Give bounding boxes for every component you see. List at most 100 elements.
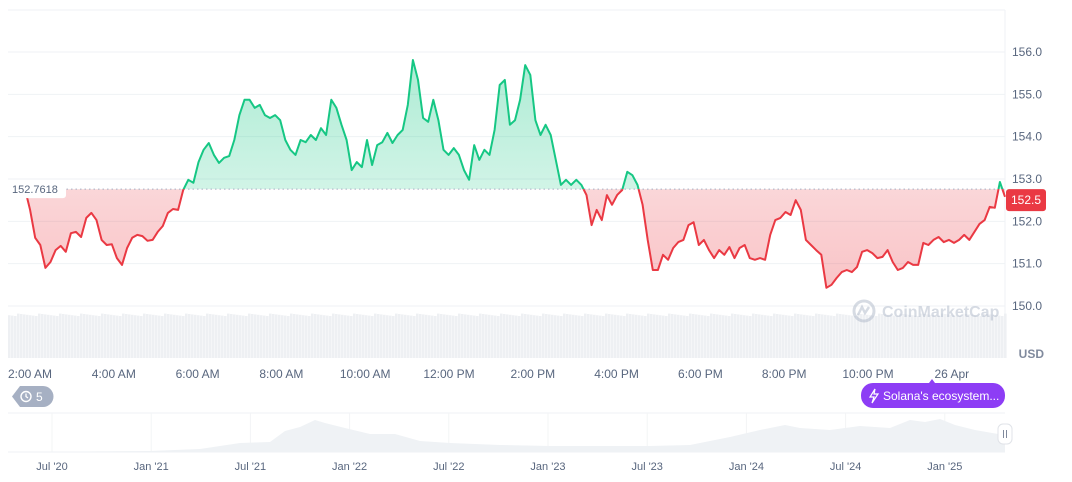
volume-bar: [608, 314, 611, 358]
volume-bar: [452, 315, 455, 358]
volume-bar: [17, 313, 20, 358]
x-axis: 2:00 AM 4:00 AM 6:00 AM 8:00 AM 10:00 AM 12:0…: [8, 367, 969, 381]
volume-bar: [356, 314, 359, 358]
volume-bar: [167, 314, 170, 358]
volume-bar: [959, 316, 962, 358]
volume-bar: [401, 314, 404, 358]
volume-bar: [596, 315, 599, 358]
volume-bar: [917, 316, 920, 358]
volume-bar: [503, 314, 506, 358]
volume-bar: [257, 314, 260, 358]
volume-bar: [788, 315, 791, 358]
volume-bar: [851, 315, 854, 358]
volume-bar: [809, 315, 812, 358]
volume-bar: [359, 314, 362, 358]
volume-bar: [902, 314, 905, 358]
volume-bar: [389, 315, 392, 358]
volume-bar: [62, 314, 65, 358]
volume-bar: [539, 316, 542, 358]
volume-bar: [395, 313, 398, 358]
volume-bar: [197, 315, 200, 358]
volume-bar: [236, 314, 239, 358]
volume-bar: [494, 315, 497, 358]
volume-bar: [983, 313, 986, 358]
baseline-value: 152.7618: [12, 184, 58, 196]
volume-bar: [428, 315, 431, 358]
volume-bar: [692, 314, 695, 358]
volume-bar: [779, 314, 782, 358]
volume-bar: [995, 315, 998, 358]
volume-bar: [308, 316, 311, 358]
volume-bar: [467, 314, 470, 358]
volume-bar: [176, 315, 179, 358]
news-badge[interactable]: Solana's ecosystem...: [861, 379, 1005, 408]
volume-bar: [461, 314, 464, 358]
current-price-value: 152.5: [1011, 193, 1041, 207]
volume-bar: [422, 314, 425, 358]
volume-bar: [59, 313, 62, 358]
volume-bar: [689, 313, 692, 358]
volume-bar: [1004, 313, 1007, 358]
volume-bar: [590, 314, 593, 358]
volume-bar: [278, 314, 281, 358]
volume-bar: [269, 313, 272, 358]
navigator[interactable]: Jul '20 Jan '21 Jul '21 Jan '22 Jul '22 Jan '…: [8, 412, 1013, 473]
volume-bar: [23, 314, 26, 358]
volume-bar: [65, 314, 68, 358]
volume-bar: [68, 314, 71, 358]
volume-bar: [854, 316, 857, 358]
volume-bar: [287, 316, 290, 358]
volume-bar: [251, 314, 254, 358]
volume-bar: [161, 316, 164, 358]
volume-bar: [584, 313, 587, 358]
volume-bar: [170, 314, 173, 358]
volume-bar: [899, 313, 902, 358]
volume-bar: [956, 315, 959, 358]
volume-bar: [206, 313, 209, 358]
volume-bar: [323, 315, 326, 358]
volume-bar: [524, 314, 527, 358]
volume-bar: [770, 316, 773, 358]
volume-bar: [845, 314, 848, 358]
x-tick-label: 10:00 AM: [340, 367, 391, 381]
volume-bar: [893, 315, 896, 358]
volume-bar: [8, 315, 11, 358]
y-tick-label: 155.0: [1012, 87, 1042, 101]
volume-bar: [890, 315, 893, 358]
x-tick-label: 8:00 PM: [762, 367, 807, 381]
volume-bar: [473, 315, 476, 358]
volume-bar: [371, 316, 374, 358]
volume-bar: [932, 315, 935, 358]
volume-bar: [425, 314, 428, 358]
volume-bar: [947, 314, 950, 358]
area-below-baseline: [25, 189, 1005, 288]
volume-bar: [869, 315, 872, 358]
volume-bar: [185, 313, 188, 358]
volume-bar: [392, 316, 395, 358]
volume-bar: [56, 316, 59, 358]
events-badge[interactable]: 5: [12, 386, 54, 407]
watermark: CoinMarketCap: [852, 299, 1000, 323]
volume-bar: [749, 316, 752, 358]
volume-bar: [632, 314, 635, 358]
volume-bar: [614, 314, 617, 358]
volume-bar: [413, 316, 416, 358]
volume-bar: [29, 315, 32, 358]
volume-bar: [599, 315, 602, 358]
navigator-handle[interactable]: [997, 423, 1013, 445]
volume-bar: [908, 314, 911, 358]
volume-bar: [545, 314, 548, 358]
volume-bar: [35, 316, 38, 358]
volume-bar: [299, 314, 302, 358]
volume-bar: [755, 314, 758, 358]
volume-bar: [884, 314, 887, 358]
volume-bar: [32, 315, 35, 358]
volume-bar: [521, 313, 524, 358]
volume-bar: [242, 315, 245, 358]
volume-bar: [872, 315, 875, 358]
volume-bar: [593, 314, 596, 358]
volume-bar: [836, 313, 839, 358]
volume-bar: [479, 313, 482, 358]
volume-bar: [113, 315, 116, 358]
